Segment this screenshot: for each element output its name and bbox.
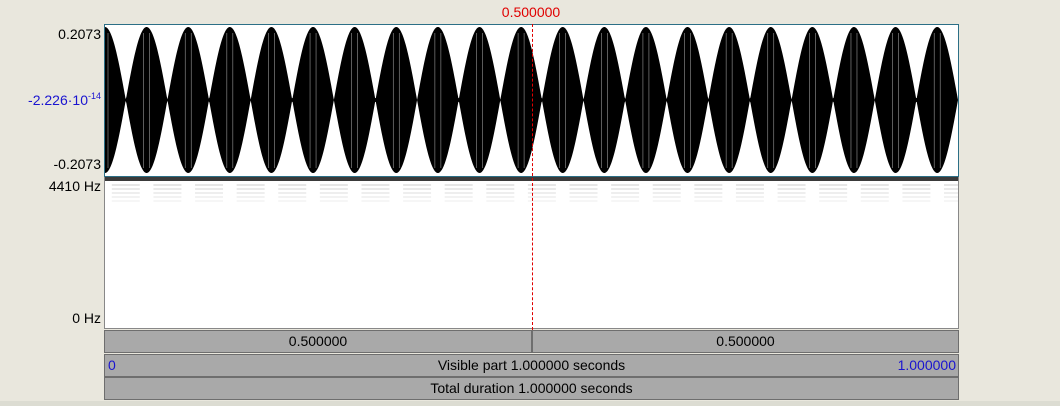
- selection-right-bar[interactable]: 0.500000: [532, 330, 959, 353]
- visible-end-label: 1.000000: [897, 357, 956, 373]
- visible-start-label: 0: [108, 357, 116, 373]
- spectrogram-plot: [105, 177, 958, 202]
- selection-left-bar[interactable]: 0.500000: [104, 330, 532, 353]
- waveform-plot: [105, 27, 958, 173]
- total-duration-bar[interactable]: Total duration 1.000000 seconds: [104, 377, 959, 400]
- spectrogram-harmonics: [111, 184, 958, 202]
- waveform-panel[interactable]: [104, 24, 959, 177]
- waveform-carrier-lines: [107, 33, 941, 168]
- spectrogram-fmax-label: 4410 Hz: [48, 178, 101, 194]
- waveform-ymid-mantissa: -2.226·10: [28, 92, 88, 108]
- cursor-time-label: 0.500000: [501, 4, 561, 20]
- cursor-line[interactable]: [532, 24, 533, 330]
- spectrogram-fmin-label: 0 Hz: [72, 310, 101, 326]
- waveform-ymid-exponent: -14: [87, 91, 101, 101]
- visible-part-bar[interactable]: 0 Visible part 1.000000 seconds 1.000000: [104, 354, 959, 377]
- spectrogram-panel[interactable]: [104, 177, 959, 329]
- spectrogram-top-band: [105, 177, 958, 181]
- waveform-ymid-label: -2.226·10-14: [0, 91, 101, 109]
- waveform-ymax-label: 0.2073: [58, 26, 101, 42]
- waveform-ymin-label: -0.2073: [53, 156, 101, 172]
- waveform-envelope: [105, 27, 958, 173]
- bottom-strip: [0, 401, 1060, 406]
- visible-part-label: Visible part 1.000000 seconds: [437, 357, 626, 373]
